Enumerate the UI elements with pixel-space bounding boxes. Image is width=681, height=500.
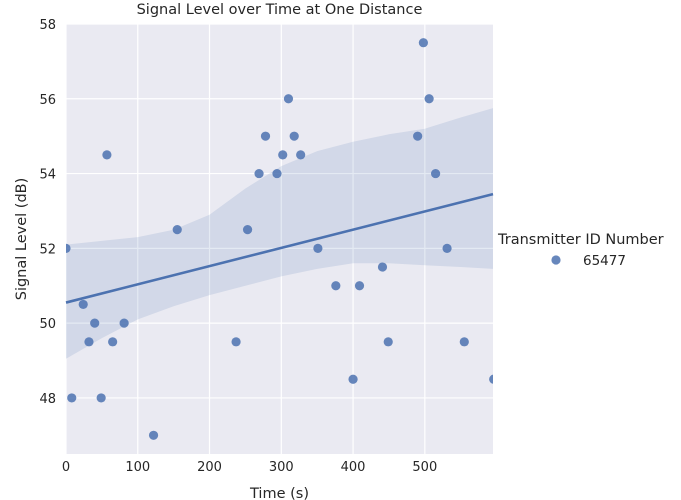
y-tick-label: 58 bbox=[39, 18, 56, 33]
data-point bbox=[489, 374, 493, 384]
data-point bbox=[331, 281, 341, 291]
data-point bbox=[430, 168, 441, 179]
data-point bbox=[119, 318, 129, 328]
data-point bbox=[377, 262, 388, 272]
data-point bbox=[459, 337, 469, 347]
y-tick-label: 50 bbox=[39, 317, 56, 332]
data-point bbox=[78, 299, 88, 310]
points-group bbox=[66, 38, 493, 440]
x-tick-label: 400 bbox=[341, 460, 366, 475]
data-point bbox=[354, 281, 365, 291]
data-point bbox=[67, 393, 77, 403]
data-point bbox=[66, 243, 71, 253]
data-point bbox=[278, 150, 288, 160]
data-point bbox=[90, 318, 100, 328]
data-point bbox=[413, 131, 423, 141]
data-point bbox=[289, 131, 299, 141]
data-point bbox=[418, 38, 428, 48]
legend-entry-label: 65477 bbox=[583, 253, 626, 269]
data-point bbox=[348, 374, 358, 384]
data-point bbox=[272, 168, 282, 179]
x-tick-label: 200 bbox=[197, 460, 222, 475]
x-tick-label: 300 bbox=[269, 460, 294, 475]
data-point bbox=[242, 225, 253, 235]
data-point bbox=[172, 225, 182, 235]
data-point bbox=[108, 337, 118, 347]
data-point bbox=[231, 337, 241, 347]
y-tick-label: 54 bbox=[39, 168, 56, 183]
y-tick-label: 56 bbox=[39, 93, 56, 108]
data-point bbox=[383, 337, 393, 347]
confidence-band bbox=[66, 108, 493, 359]
data-point bbox=[296, 150, 306, 160]
data-point bbox=[148, 430, 159, 440]
legend-marker bbox=[551, 255, 561, 265]
chart-title: Signal Level over Time at One Distance bbox=[137, 2, 423, 18]
regression-line bbox=[65, 192, 494, 304]
y-axis-label: Signal Level (dB) bbox=[14, 178, 30, 301]
data-point bbox=[96, 393, 106, 403]
data-point bbox=[424, 94, 434, 104]
data-point bbox=[260, 131, 271, 141]
data-point bbox=[254, 168, 264, 179]
x-tick-label: 100 bbox=[125, 460, 150, 475]
y-tick-label: 48 bbox=[39, 392, 56, 407]
legend-title: Transmitter ID Number bbox=[497, 232, 664, 248]
data-point bbox=[84, 337, 94, 347]
data-point bbox=[442, 243, 452, 253]
x-axis-label: Time (s) bbox=[249, 486, 309, 500]
x-tick-label: 500 bbox=[412, 460, 437, 475]
data-point bbox=[283, 94, 294, 104]
data-point bbox=[313, 243, 323, 253]
x-tick-label: 0 bbox=[62, 460, 70, 475]
y-tick-label: 52 bbox=[39, 242, 56, 257]
data-point bbox=[102, 150, 112, 160]
